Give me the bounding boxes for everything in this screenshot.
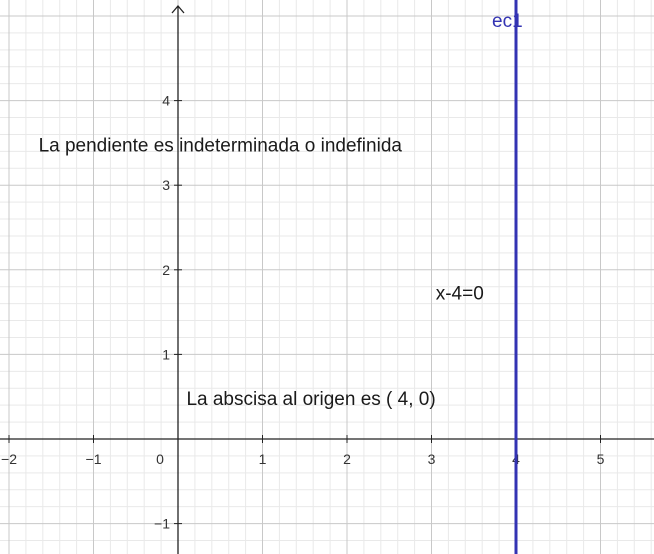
x-tick-label: 3 <box>428 451 436 467</box>
y-tick-label: 4 <box>162 93 170 109</box>
series-layer[interactable]: ec1 <box>492 0 523 554</box>
tick-labels: −2−10123454321−1 <box>1 93 605 532</box>
y-tick-label: 3 <box>162 177 170 193</box>
series-label-ec1: ec1 <box>492 11 523 32</box>
y-axis-arrow-icon <box>171 5 185 14</box>
x-tick-label: 2 <box>343 451 351 467</box>
x-tick-label: 5 <box>597 451 605 467</box>
y-tick-label: −1 <box>154 516 170 532</box>
annotation-text: La pendiente es indeterminada o indefini… <box>39 135 403 156</box>
annotations: La pendiente es indeterminada o indefini… <box>39 135 484 410</box>
x-tick-label: 1 <box>259 451 267 467</box>
y-tick-label: 1 <box>162 346 170 362</box>
annotation-text: x-4=0 <box>436 283 484 304</box>
axes <box>0 5 654 554</box>
x-tick-label: −2 <box>1 451 17 467</box>
annotation-text: La abscisa al origen es ( 4, 0) <box>186 389 435 410</box>
y-tick-label: 2 <box>162 262 170 278</box>
x-tick-label: 0 <box>156 451 164 467</box>
x-tick-label: −1 <box>86 451 102 467</box>
